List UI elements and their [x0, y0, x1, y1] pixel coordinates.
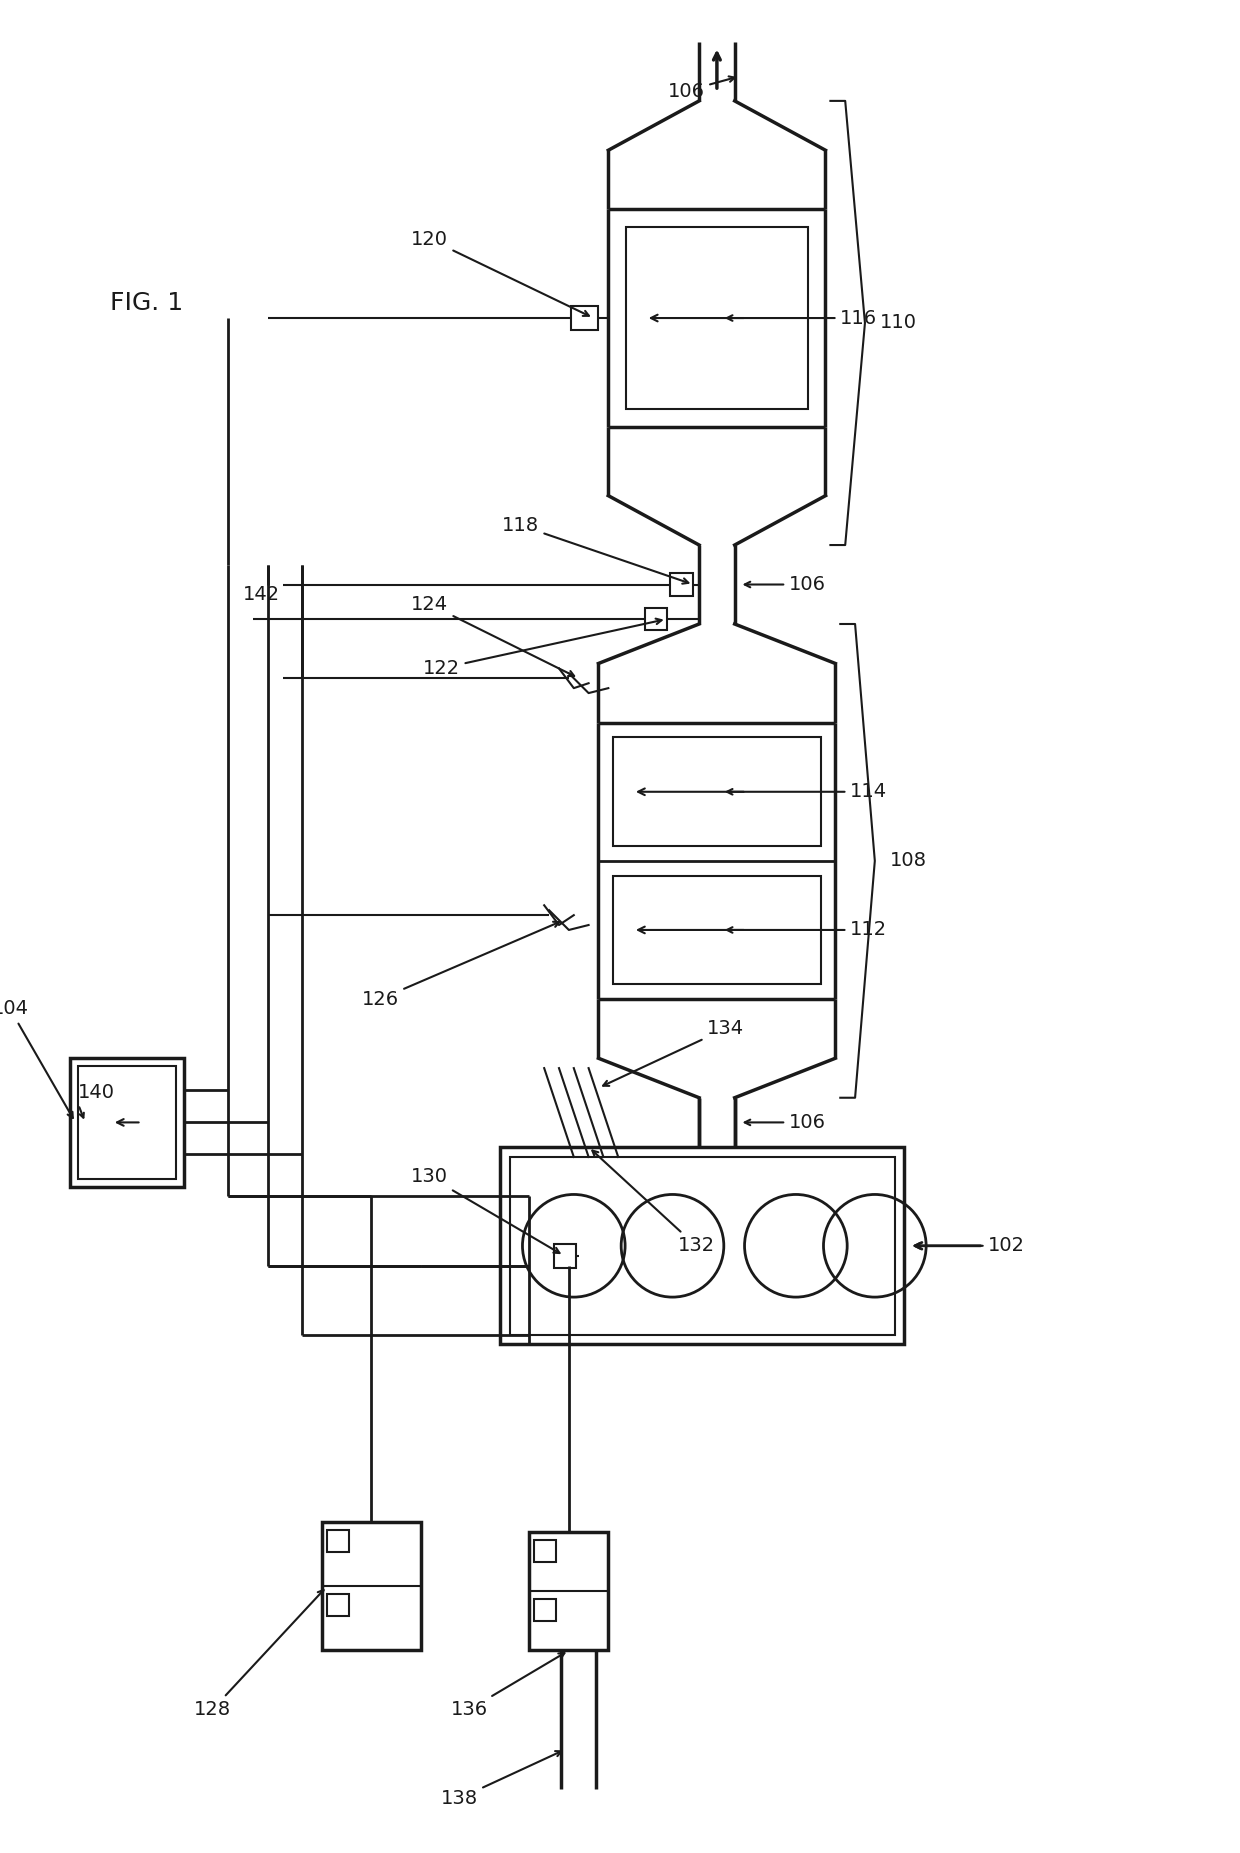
Bar	[554, 1243, 575, 1267]
Bar	[327, 1531, 348, 1551]
Text: 126: 126	[362, 921, 559, 1008]
Text: 128: 128	[193, 1590, 324, 1720]
Bar	[670, 573, 693, 597]
Text: 106: 106	[667, 76, 734, 100]
Bar	[500, 1147, 904, 1345]
Text: 112: 112	[727, 921, 888, 939]
Text: 106: 106	[745, 1114, 826, 1132]
Bar	[327, 1594, 348, 1616]
Text: 130: 130	[410, 1167, 559, 1253]
Text: 108: 108	[889, 851, 926, 871]
Text: 114: 114	[727, 782, 888, 800]
Text: 116: 116	[727, 309, 878, 328]
Bar	[71, 1058, 184, 1186]
Bar	[570, 306, 599, 330]
Bar	[322, 1521, 420, 1651]
Bar	[534, 1540, 556, 1562]
Text: 102: 102	[914, 1236, 1025, 1254]
Text: 134: 134	[603, 1019, 744, 1086]
Bar	[534, 1599, 556, 1621]
Bar	[510, 1156, 894, 1334]
Bar	[645, 608, 667, 630]
Text: 136: 136	[450, 1653, 564, 1720]
Text: 140: 140	[78, 1084, 115, 1103]
Text: 110: 110	[879, 313, 916, 332]
Bar	[529, 1532, 609, 1651]
Text: 138: 138	[440, 1751, 562, 1809]
Text: 122: 122	[423, 619, 662, 678]
Text: 118: 118	[502, 515, 688, 584]
Bar	[614, 876, 821, 984]
Text: 106: 106	[745, 574, 826, 595]
Text: 132: 132	[593, 1151, 714, 1254]
Bar	[626, 228, 807, 410]
Text: 124: 124	[410, 595, 574, 676]
Bar	[614, 737, 821, 847]
Text: 104: 104	[0, 999, 73, 1117]
Bar	[78, 1065, 176, 1179]
Text: 120: 120	[410, 230, 589, 315]
Text: 142: 142	[243, 586, 280, 604]
Text: FIG. 1: FIG. 1	[110, 291, 184, 315]
